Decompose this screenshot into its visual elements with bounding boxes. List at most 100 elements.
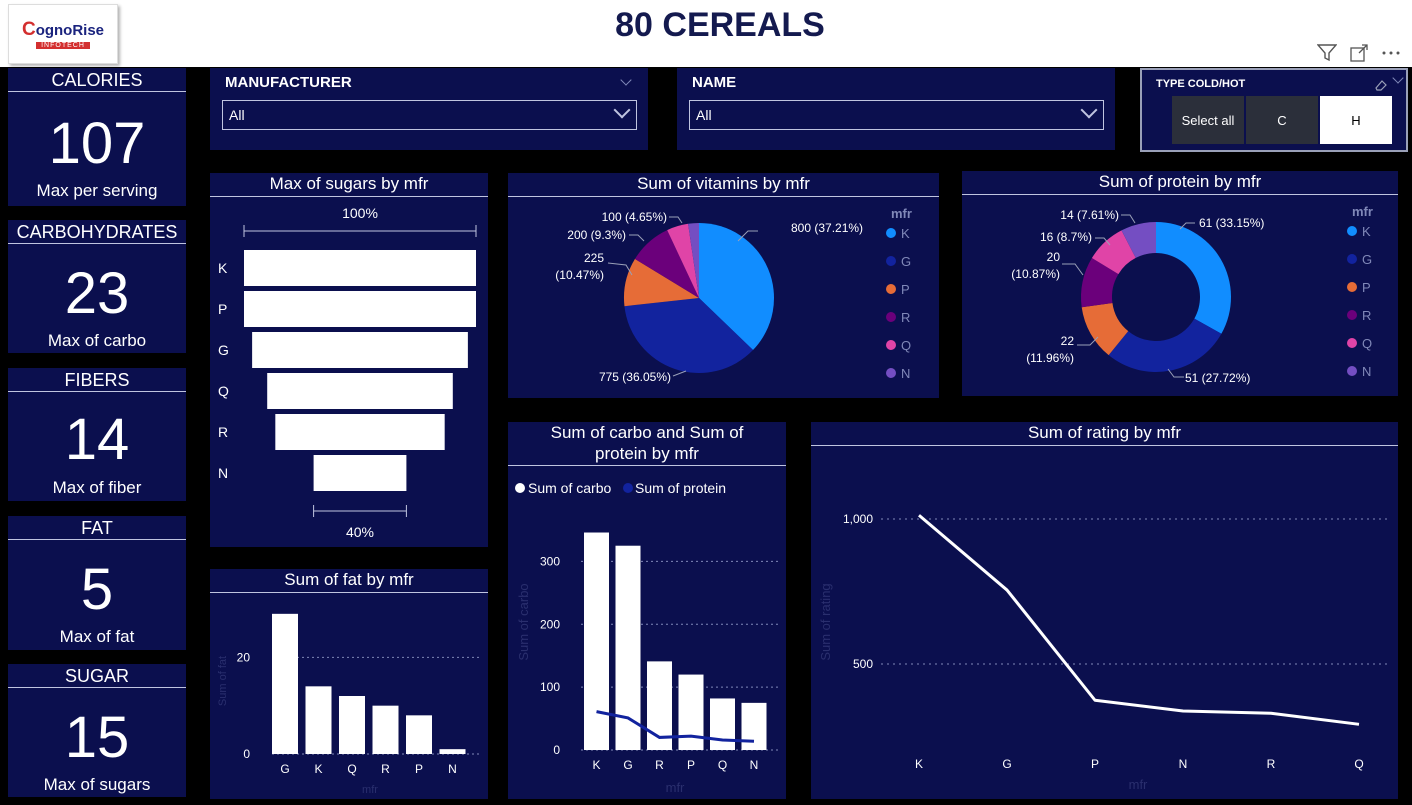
slice-G xyxy=(1108,318,1222,372)
rating-line-chart: Sum of rating by mfr 500 1,000 K G P N R Q Sum o… xyxy=(811,422,1398,799)
data-label: 51 (27.72%) xyxy=(1185,371,1250,385)
collapse-chevron-icon[interactable] xyxy=(1392,72,1404,84)
chart-title: Sum of fat by mfr xyxy=(210,569,488,593)
type-option-c[interactable]: C xyxy=(1246,96,1318,144)
fat-bar xyxy=(406,715,432,754)
slice-K xyxy=(699,223,774,351)
chart-title: Sum of rating by mfr xyxy=(811,422,1398,446)
chart-title: Sum of protein by mfr xyxy=(962,171,1398,195)
slice-P xyxy=(1081,302,1129,356)
legend-label: Q xyxy=(1362,336,1372,351)
legend-marker xyxy=(623,483,633,493)
data-label: 20 xyxy=(1047,250,1061,264)
legend-label: R xyxy=(1362,308,1371,323)
x-tick-label: Q xyxy=(347,762,356,776)
funnel-category-label: G xyxy=(218,342,229,358)
slice-R xyxy=(1081,258,1119,308)
name-dropdown[interactable]: All xyxy=(689,100,1104,130)
visual-toolbar xyxy=(1316,44,1402,64)
dropdown-value: All xyxy=(696,107,712,123)
combo-plot: Sum of carbo Sum of protein 0 100 200 300 K G R P… xyxy=(515,480,780,795)
y-axis-title: Sum of fat xyxy=(217,656,229,706)
x-tick-label: R xyxy=(381,762,390,776)
funnel-bar xyxy=(244,250,476,286)
chart-title-line: protein by mfr xyxy=(595,444,699,463)
slice-Q xyxy=(667,223,699,298)
legend-marker xyxy=(886,340,896,350)
x-tick-label: G xyxy=(623,758,632,772)
legend-marker xyxy=(1347,254,1357,264)
logo-text: ognoRise xyxy=(35,22,105,39)
kpi-value: 107 xyxy=(48,111,146,176)
kpi-card-fat: FAT 5 Max of fat xyxy=(8,516,186,650)
type-option-h[interactable]: H xyxy=(1320,96,1392,144)
legend-label: P xyxy=(901,282,910,297)
donut-plot: 61 (33.15%) 51 (27.72%) 22 (11.96%) 20 (10.87… xyxy=(1011,204,1373,385)
x-tick-label: K xyxy=(592,758,600,772)
slicer-title: NAME xyxy=(692,74,737,91)
x-axis-title: mfr xyxy=(1129,777,1148,792)
legend-marker xyxy=(886,312,896,322)
x-tick-label: Q xyxy=(718,758,727,772)
kpi-subtitle: Max of fiber xyxy=(52,478,142,497)
manufacturer-slicer: MANUFACTURER All xyxy=(210,68,648,150)
legend-label: K xyxy=(901,226,910,241)
x-tick-label: K xyxy=(915,757,923,771)
logo-subtext: INFOTECH xyxy=(36,42,90,49)
fat-bar-chart: Sum of fat by mfr 0 20 G K Q R P N Sum of fat mfr xyxy=(210,569,488,799)
name-slicer: NAME All xyxy=(677,68,1115,150)
fat-bar xyxy=(272,613,298,754)
kpi-subtitle: Max of carbo xyxy=(47,331,147,350)
pie-plot: 800 (37.21%) 775 (36.05%) 225 (10.47%) 200 (… xyxy=(555,206,912,384)
data-label: (11.96%) xyxy=(1026,351,1074,365)
legend-title: mfr xyxy=(891,206,912,221)
chart-title: Sum of vitamins by mfr xyxy=(508,173,939,197)
more-options-icon[interactable] xyxy=(1380,44,1402,64)
funnel-plot: 100% K P G Q R N 40% xyxy=(218,205,477,540)
data-label: (10.87%) xyxy=(1011,267,1060,281)
funnel-top-label: 100% xyxy=(342,205,378,221)
funnel-category-label: Q xyxy=(218,383,229,399)
kpi-card-carbohydrates: CARBOHYDRATES 23 Max of carbo xyxy=(8,220,186,353)
manufacturer-dropdown[interactable]: All xyxy=(222,100,637,130)
kpi-title: CARBOHYDRATES xyxy=(8,220,186,244)
leader-line xyxy=(1167,368,1184,378)
kpi-title: FAT xyxy=(8,516,186,540)
funnel-category-label: P xyxy=(218,301,227,317)
fat-bar-plot: 0 20 G K Q R P N Sum of fat mfr xyxy=(217,613,482,796)
eraser-icon[interactable] xyxy=(1374,76,1388,95)
kpi-value: 5 xyxy=(80,557,114,622)
data-label: 22 xyxy=(1061,334,1075,348)
fat-bar xyxy=(372,705,399,754)
logo-letter: C xyxy=(21,19,36,40)
funnel-category-label: R xyxy=(218,424,228,440)
carbo-bar xyxy=(647,661,672,750)
type-slicer: TYPE COLD/HOT Select all C H xyxy=(1140,68,1408,152)
y-axis-title: Sum of carbo xyxy=(516,583,531,660)
company-logo: CognoRise INFOTECH xyxy=(8,4,118,64)
leader-line xyxy=(1062,263,1084,276)
funnel-category-label: K xyxy=(218,260,228,276)
focus-mode-icon[interactable] xyxy=(1348,44,1370,64)
legend-marker xyxy=(1347,310,1357,320)
rating-line-plot: 500 1,000 K G P N R Q Sum of rating mfr xyxy=(818,512,1391,792)
type-option-select-all[interactable]: Select all xyxy=(1172,96,1244,144)
kpi-value: 14 xyxy=(64,407,130,472)
legend-label: Sum of carbo xyxy=(528,480,611,496)
kpi-subtitle: Max of sugars xyxy=(43,775,151,794)
legend-marker xyxy=(886,228,896,238)
collapse-chevron-icon[interactable] xyxy=(620,74,632,86)
data-label: 800 (37.21%) xyxy=(791,221,863,235)
data-label: 100 (4.65%) xyxy=(602,210,667,224)
x-tick-label: N xyxy=(448,762,457,776)
kpi-subtitle: Max per serving xyxy=(36,181,158,200)
legend-marker xyxy=(1347,226,1357,236)
data-label: 225 xyxy=(584,251,604,265)
chart-title: Max of sugars by mfr xyxy=(210,173,488,197)
legend-label: N xyxy=(901,366,910,381)
filter-icon[interactable] xyxy=(1316,44,1338,64)
x-tick-label: P xyxy=(1091,757,1099,771)
legend-marker xyxy=(886,256,896,266)
x-tick-label: G xyxy=(1002,757,1011,771)
x-tick-label: P xyxy=(415,762,423,776)
